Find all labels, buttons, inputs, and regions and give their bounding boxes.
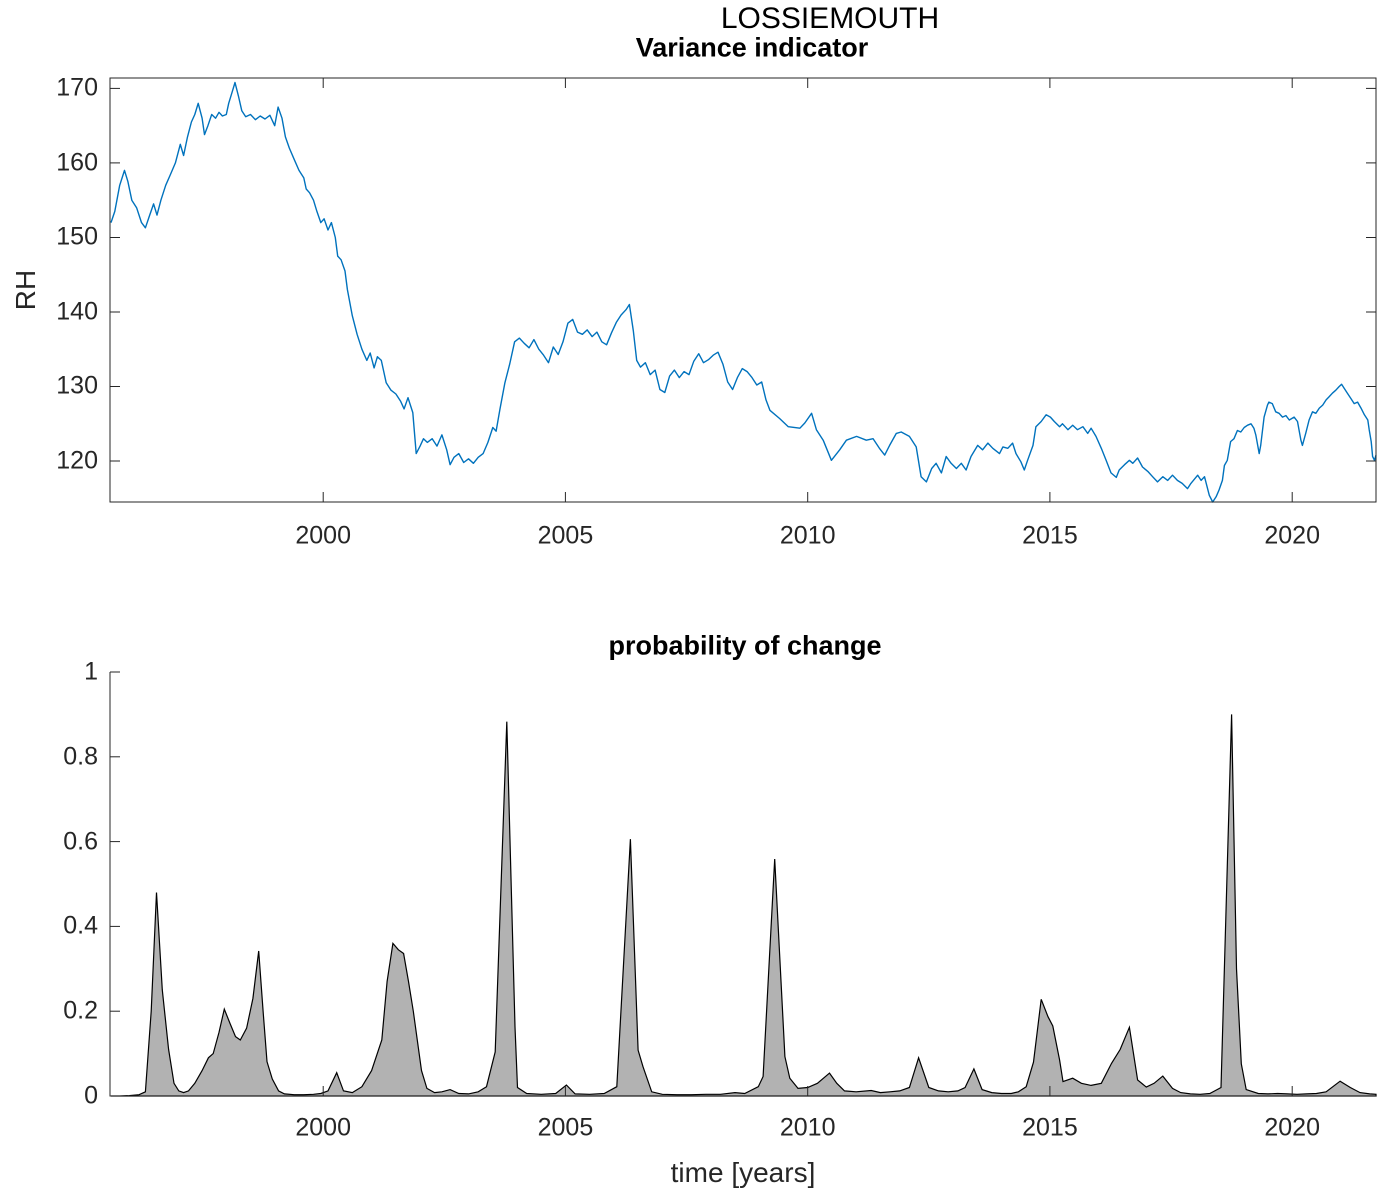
bottom-y-tick-label: 0.4 [63,911,98,940]
top-y-tick-label: 150 [56,222,98,251]
top-x-tick-label: 2010 [779,521,836,550]
bottom-x-tick-label: 2005 [537,1113,594,1142]
top-y-tick-label: 170 [56,73,98,102]
top-y-tick-label: 140 [56,297,98,326]
bottom-x-tick-label: 2000 [295,1113,351,1142]
bottom-x-tick-label: 2020 [1264,1113,1320,1142]
top-y-tick-label: 120 [56,446,98,475]
bottom-chart-xlabel: time [years] [670,1157,816,1188]
bottom-y-tick-label: 0.2 [63,996,98,1025]
bottom-x-tick-label: 2010 [779,1113,836,1142]
bottom-y-tick-label: 1 [84,657,98,686]
rh-line-series [110,81,1377,503]
top-x-tick-label: 2020 [1264,521,1320,550]
bottom-y-tick-label: 0.8 [63,742,98,771]
bottom-x-tick-label: 2015 [1022,1113,1078,1142]
top-y-tick-label: 160 [56,148,98,177]
top-x-tick-label: 2015 [1022,521,1078,550]
bottom-y-tick-label: 0 [84,1081,98,1110]
top-x-tick-label: 2000 [295,521,351,550]
bottom-chart-title: probability of change [608,630,882,661]
top-y-tick-label: 130 [56,371,98,400]
probability-area-series [111,714,1377,1097]
bottom-axes-spines [109,672,1376,1097]
figure-suptitle: LOSSIEMOUTH [720,2,940,35]
top-chart-title: Variance indicator [635,32,869,63]
top-axes-box [109,77,1377,503]
bottom-y-tick-label: 0.6 [63,827,98,856]
top-x-tick-label: 2005 [537,521,594,550]
